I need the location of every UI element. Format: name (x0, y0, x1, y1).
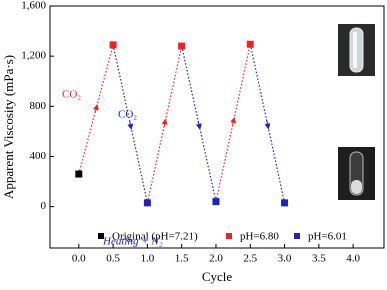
x-axis-label: Cycle (202, 269, 233, 284)
y-tick-label: 1,600 (21, 0, 46, 12)
point (143, 199, 151, 207)
legend-swatch (98, 233, 104, 239)
point (246, 40, 254, 48)
arrow (92, 103, 99, 113)
legend-swatch (294, 233, 300, 239)
x-tick-label: 3.0 (278, 253, 292, 265)
y-tick-label: 800 (30, 100, 47, 112)
arrow (127, 120, 134, 130)
legend-label: pH=6.01 (308, 231, 347, 243)
legend-swatch (226, 233, 232, 239)
x-tick-label: 2.5 (243, 253, 257, 265)
point (178, 42, 186, 50)
connector (146, 45, 183, 203)
plot-frame (49, 5, 385, 249)
point (281, 199, 289, 207)
photo-top (338, 24, 375, 76)
x-tick-label: 0.0 (72, 253, 86, 265)
y-tick-label: 0 (41, 200, 47, 212)
point (212, 198, 220, 206)
x-tick-label: 1.0 (141, 253, 155, 265)
point (75, 170, 83, 178)
arrow (230, 116, 237, 127)
x-tick-label: 1.5 (175, 253, 189, 265)
arrow (195, 120, 202, 130)
annotation: CO₂ (118, 109, 137, 121)
x-tick-label: 2.0 (209, 253, 223, 265)
arrow (264, 120, 271, 130)
x-tick-label: 4.0 (346, 253, 360, 265)
arrow (161, 118, 168, 128)
annotation: CO₂ (62, 89, 81, 101)
x-tick-label: 0.5 (106, 253, 120, 265)
annotation: Heating + N₂ (102, 236, 163, 248)
point (109, 41, 117, 49)
y-tick-label: 400 (30, 150, 47, 162)
y-tick-label: 1,200 (21, 50, 46, 62)
photo-bottom (338, 147, 375, 200)
legend-label: pH=6.80 (240, 231, 279, 243)
y-axis-label: Apparent Viscosity (mPa·s) (1, 55, 16, 199)
x-tick-label: 3.5 (312, 253, 326, 265)
legend-label: Original (pH=7.21) (112, 231, 198, 243)
